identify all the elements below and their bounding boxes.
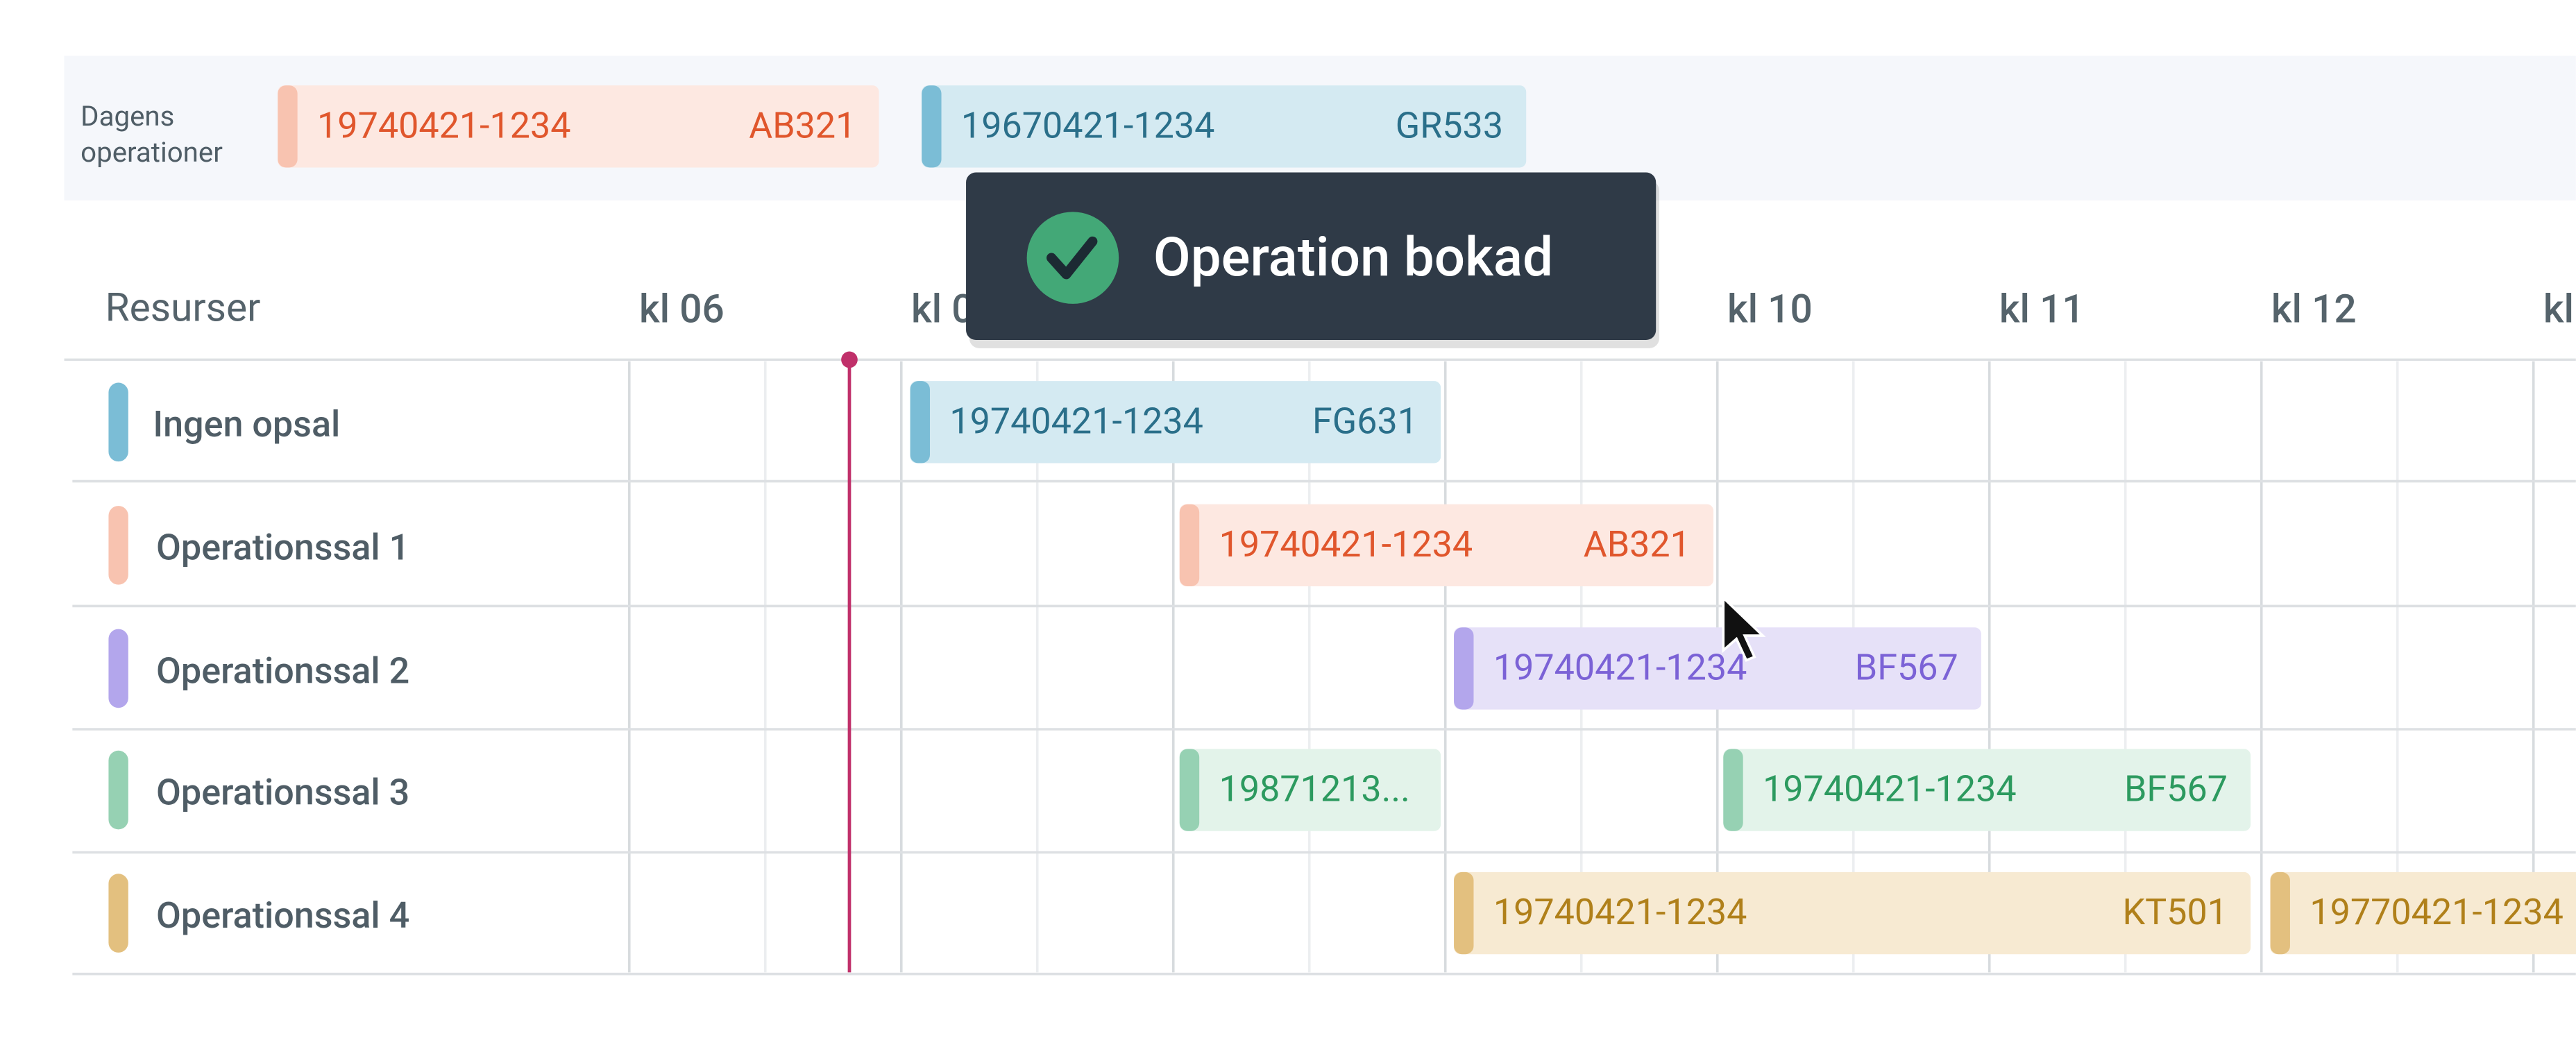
booking-code: AB321 xyxy=(749,104,856,146)
resource-name: Operationssal 1 xyxy=(156,527,409,569)
resource-color xyxy=(108,874,128,953)
top-bookings: 19740421-1234 AB321 19670421-1234 GR533 xyxy=(278,85,1527,168)
booking-accent xyxy=(1454,627,1474,710)
booking-id: 19871213... xyxy=(1219,768,1410,810)
resource-name: Ingen opsal xyxy=(153,403,340,445)
booking-accent xyxy=(2270,871,2290,955)
booking-code: FG631 xyxy=(1312,400,1418,442)
booking[interactable]: 19670421-1234 GR533 xyxy=(922,85,1527,168)
toast-box xyxy=(966,172,1656,340)
hour-label: kl 06 xyxy=(639,286,724,332)
booking-bg xyxy=(1723,749,2251,831)
resource-name: Operationssal 3 xyxy=(156,771,409,813)
booking[interactable]: 19740421-1234 BF567 xyxy=(1723,749,2251,831)
booking-accent xyxy=(910,381,930,463)
booking[interactable]: 19770421-1234 xyxy=(2270,871,2576,955)
hour-label: kl 11 xyxy=(1999,286,2085,332)
booking-code: GR533 xyxy=(1396,104,1503,146)
booking[interactable]: 19740421-1234 AB321 xyxy=(1179,504,1714,587)
booking-id: 19740421-1234 xyxy=(317,104,571,146)
booking-accent xyxy=(278,85,298,168)
booking-code: KT501 xyxy=(2122,891,2228,933)
cursor xyxy=(1722,595,1766,662)
resource-name: Operationssal 4 xyxy=(156,894,409,937)
resource-name: Operationssal 2 xyxy=(156,649,409,692)
check-mark xyxy=(1046,236,1098,280)
hour-label: kl 12 xyxy=(2271,286,2357,332)
booking-id: 19770421-1234 xyxy=(2310,891,2564,933)
resource-color xyxy=(108,750,128,830)
booking-accent xyxy=(1454,871,1474,955)
booking-id: 19740421-1234 xyxy=(949,400,1203,442)
booking-bg xyxy=(1454,871,2251,955)
resource-color xyxy=(108,629,128,708)
rows: Ingen opsal 19740421-1234 FG631 Operationss… xyxy=(72,381,2576,976)
booking-id: 19740421-1234 xyxy=(1493,647,1747,689)
booking-bg xyxy=(278,85,879,168)
booking-bg xyxy=(1454,627,1981,710)
booking-accent xyxy=(1723,749,1743,831)
resource-color xyxy=(108,506,128,585)
top-bar-label: Dagens xyxy=(80,100,174,133)
hour-label: kl 13 xyxy=(2543,286,2576,332)
booking-id: 19740421-1234 xyxy=(1219,523,1473,565)
booking-code: BF567 xyxy=(1855,647,1958,689)
booking-accent xyxy=(922,85,942,168)
booking[interactable]: 19740421-1234 KT501 xyxy=(1454,871,2251,955)
booking-accent xyxy=(1179,749,1200,831)
booking-bg xyxy=(1179,504,1714,587)
booking-id: 19740421-1234 xyxy=(1763,768,2017,810)
now-dot xyxy=(841,351,858,368)
booking-bg xyxy=(2270,871,2576,955)
success-icon xyxy=(1026,212,1119,304)
booking[interactable]: 19871213... xyxy=(1179,749,1441,831)
booking-bg xyxy=(910,381,1441,463)
booking[interactable]: 19740421-1234 BF567 xyxy=(1454,627,1981,710)
hour-label: kl 10 xyxy=(1727,286,1813,332)
resource-color xyxy=(108,382,128,462)
booking[interactable]: 19740421-1234 FG631 xyxy=(910,381,1441,463)
booking-code: BF567 xyxy=(2124,768,2228,810)
top-bar-label: operationer xyxy=(80,136,223,169)
booking-code: AB321 xyxy=(1584,523,1690,565)
booking-bg xyxy=(922,85,1527,168)
toast: Operation bokad xyxy=(966,172,1659,348)
booking[interactable]: 19740421-1234 AB321 xyxy=(278,85,879,168)
booking-id: 19670421-1234 xyxy=(961,104,1215,146)
resources-header: Resurser xyxy=(105,284,261,330)
booking-id: 19740421-1234 xyxy=(1493,891,1747,933)
booking-bg xyxy=(1179,749,1441,831)
booking-accent xyxy=(1179,504,1200,587)
toast-text: Operation bokad xyxy=(1153,226,1553,289)
